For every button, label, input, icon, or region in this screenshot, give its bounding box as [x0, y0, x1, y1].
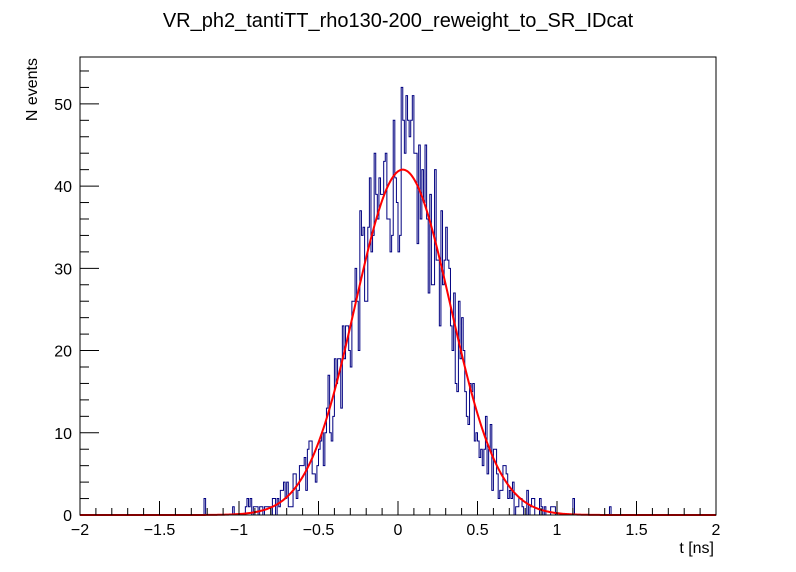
y-tick-label: 30 [54, 261, 72, 278]
x-tick-label: −1 [230, 522, 248, 539]
x-tick-label: 1.5 [625, 522, 647, 539]
plot-frame [79, 56, 717, 516]
x-tick-label: −0.5 [303, 522, 335, 539]
y-axis-label: N events [24, 58, 41, 121]
y-tick-label: 40 [54, 179, 72, 196]
x-tick-label: −1.5 [144, 522, 176, 539]
x-axis-label: t [ns] [679, 540, 714, 557]
chart-title: VR_ph2_tantiTT_rho130-200_reweight_to_SR… [163, 10, 634, 32]
y-tick-label: 50 [54, 97, 72, 114]
x-tick-label: 1 [553, 522, 562, 539]
y-tick-label: 0 [63, 508, 72, 525]
x-tick-label: 0 [394, 522, 403, 539]
x-tick-label: 2 [712, 522, 721, 539]
y-tick-label: 10 [54, 426, 72, 443]
histogram-outline [80, 86, 716, 516]
y-tick-label: 20 [54, 344, 72, 361]
x-tick-label: −2 [71, 522, 89, 539]
x-tick-label: 0.5 [466, 522, 488, 539]
